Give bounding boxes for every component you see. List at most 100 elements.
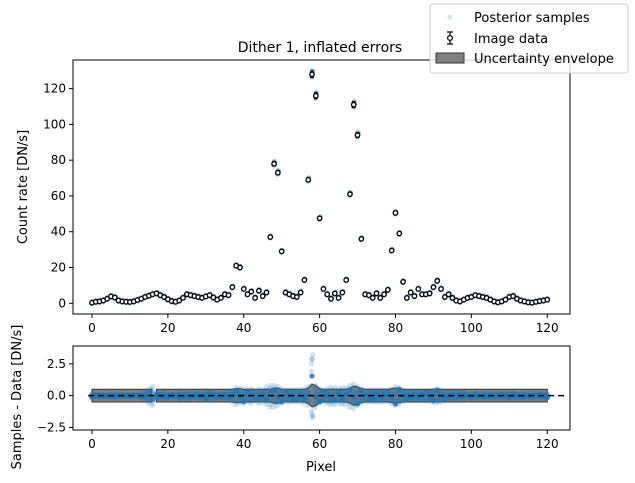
image-data-point [267, 234, 274, 240]
residual-sample-point [245, 395, 251, 401]
image-data-point [271, 160, 277, 167]
residual-sample-point [320, 397, 326, 403]
residual-sample-point [331, 401, 337, 408]
residual-sample-point [324, 398, 330, 404]
residual-sample-point [392, 401, 399, 407]
top-x-tick-label: 100 [460, 321, 483, 335]
residual-sample-point [373, 399, 379, 405]
residual-sample-point [350, 389, 356, 396]
residual-sample-point [244, 399, 250, 405]
residual-sample-point [161, 389, 167, 395]
residual-sample-point [172, 392, 179, 399]
residual-sample-point [392, 383, 399, 390]
residual-sample-point [426, 398, 432, 404]
image-data-point [324, 291, 331, 298]
image-data-point [385, 287, 391, 293]
residual-sample-point [183, 396, 189, 403]
residual-sample-point [373, 397, 380, 403]
residual-sample-point [388, 388, 394, 394]
residual-sample-point [438, 387, 444, 393]
residual-sample-point [274, 386, 280, 393]
residual-sample-point [309, 411, 315, 417]
residual-sample-point [214, 390, 220, 396]
residual-sample-point [309, 356, 315, 362]
residual-sample-point [339, 385, 345, 391]
top-y-tick-label: 40 [51, 225, 66, 239]
residual-sample-point [359, 396, 365, 402]
legend-label-posterior-samples: Posterior samples [474, 11, 590, 26]
residual-sample-point [308, 361, 315, 367]
residual-sample-point [316, 388, 322, 394]
residual-sample-point [274, 403, 280, 409]
image-data-point [426, 290, 433, 297]
residual-sample-point [441, 389, 447, 396]
residual-sample-point [381, 387, 387, 393]
residual-sample-point [354, 390, 360, 396]
residual-sample-point [184, 391, 190, 398]
residual-sample-point [275, 383, 281, 390]
residual-sample-point [141, 390, 148, 396]
residual-sample-point [306, 397, 312, 403]
x-axis-label: Pixel [306, 460, 336, 475]
residual-sample-point [233, 399, 239, 405]
residual-sample-point [241, 386, 247, 392]
image-data-point [229, 284, 236, 291]
image-data-point [210, 294, 217, 301]
residual-sample-point [362, 392, 368, 398]
residual-sample-point [397, 396, 403, 402]
image-data-point [434, 278, 441, 284]
residual-sample-point [270, 404, 277, 410]
residual-sample-point [430, 387, 437, 393]
residual-sample-point [312, 404, 318, 410]
residual-sample-point [418, 398, 425, 404]
image-data-point [392, 210, 399, 216]
image-data-point [354, 132, 361, 139]
image-data-point [415, 286, 422, 292]
residual-sample-point [327, 390, 333, 397]
residual-sample-point [146, 386, 152, 392]
image-data-point [400, 278, 406, 285]
image-data-point [297, 289, 304, 296]
residual-sample-point [389, 398, 395, 404]
residual-sample-point [225, 389, 232, 395]
residual-sample-point [312, 386, 318, 392]
residual-sample-point [317, 386, 323, 392]
top-axes-frame [72, 59, 571, 315]
residual-sample-point [149, 403, 155, 409]
residual-sample-point [320, 399, 326, 405]
top-x-tick-label: 20 [160, 321, 175, 335]
residual-sample-point [344, 397, 350, 403]
residual-sample-point [286, 399, 292, 405]
residual-sample-point [382, 396, 388, 402]
residual-sample-point [271, 401, 277, 407]
image-data-point [373, 290, 380, 297]
residual-sample-point [434, 387, 440, 393]
bottom-x-tick-label: 0 [88, 437, 96, 451]
residual-sample-point [282, 397, 289, 403]
residual-sample-point [271, 382, 277, 388]
residual-sample-point [202, 390, 208, 396]
residual-sample-point [210, 396, 216, 403]
residual-sample-point [343, 391, 349, 397]
bottom-plot-panel: 0 20 40 60 80 100 120 −2.5 0.0 2.5 Samples - Dat… [10, 325, 571, 475]
residual-sample-point [267, 386, 273, 392]
residual-sample-point [234, 397, 240, 403]
residual-sample-point [434, 398, 440, 404]
residual-sample-point [359, 396, 365, 403]
residual-sample-point [346, 404, 352, 410]
residual-sample-point [176, 390, 182, 396]
residual-sample-point [415, 388, 421, 394]
residual-sample-point [396, 401, 402, 408]
residual-sample-point [279, 386, 285, 392]
residual-sample-point [377, 389, 383, 395]
residual-sample-point [339, 395, 345, 402]
image-data-point [502, 296, 509, 303]
residual-sample-point [397, 397, 403, 403]
residual-sample-point [150, 383, 156, 390]
image-data-point [149, 291, 156, 298]
residual-sample-point [230, 396, 236, 402]
top-y-tick-label: 120 [43, 82, 66, 96]
residual-sample-point [282, 399, 288, 405]
residual-sample-point [317, 399, 323, 405]
residual-sample-point [263, 385, 270, 391]
